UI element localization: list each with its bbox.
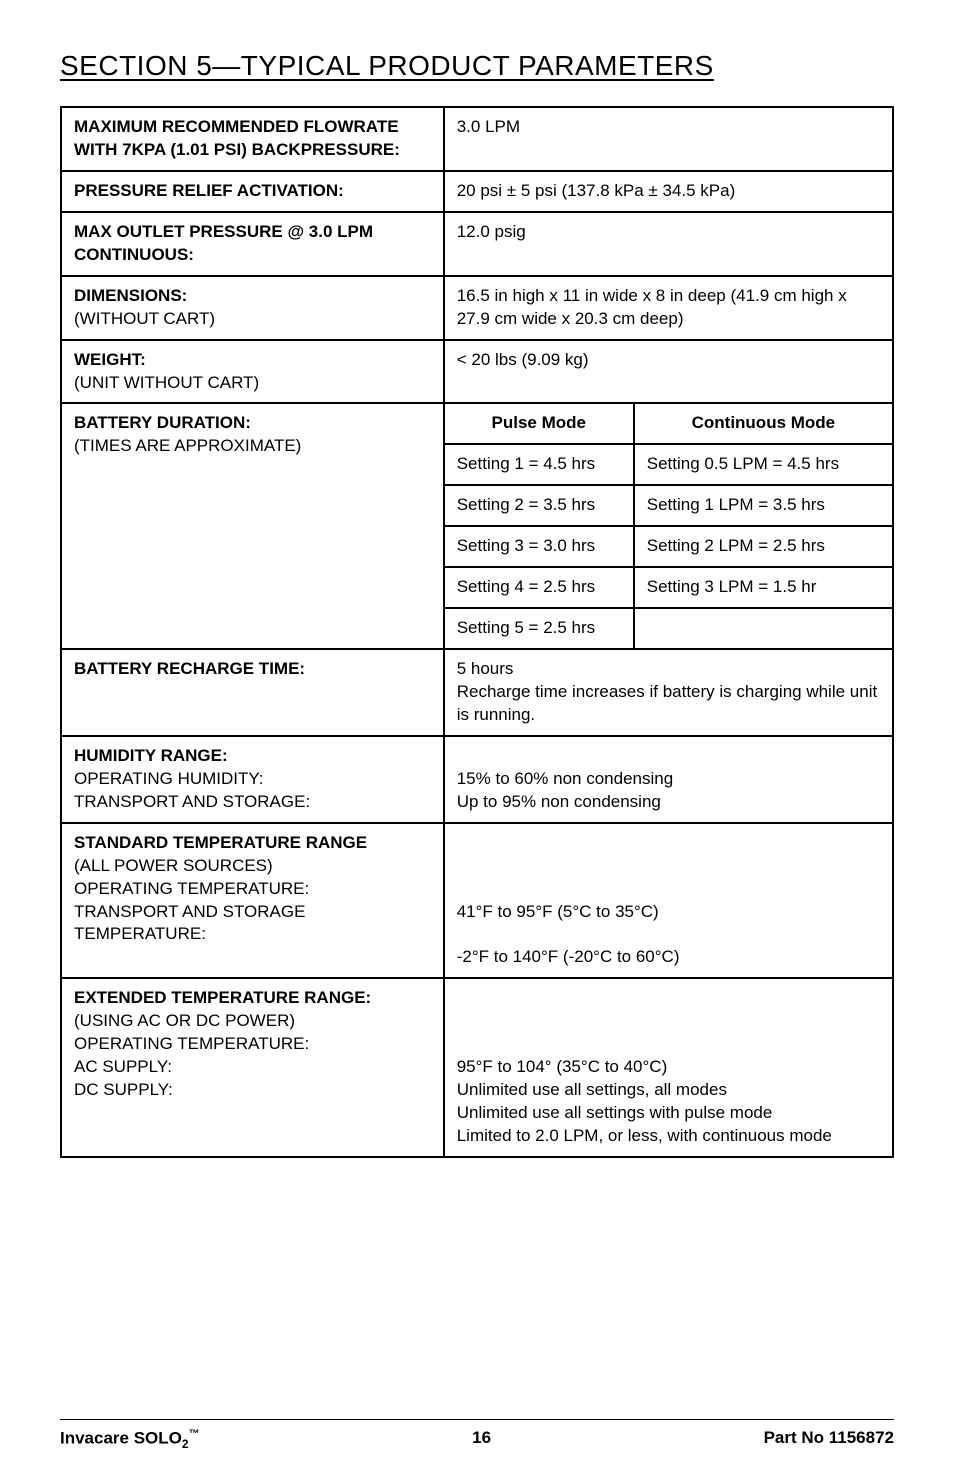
ext-temp-val1: 95°F to 104° (35°C to 40°C) [457,1057,668,1076]
footer-brand-tm: ™ [189,1428,200,1440]
std-temp-val2: -2°F to 140°F (-20°C to 60°C) [457,947,680,966]
ext-temp-using: (USING AC OR DC POWER) [74,1011,295,1030]
ext-temp-op: OPERATING TEMPERATURE: [74,1034,309,1053]
pulse-mode-header: Pulse Mode [444,403,634,444]
ext-temp-val2: Unlimited use all settings, all modes [457,1080,727,1099]
dimensions-label-text: DIMENSIONS: [74,286,187,305]
row-ext-temp-label: EXTENDED TEMPERATURE RANGE: (USING AC OR… [61,978,444,1157]
humidity-op: OPERATING HUMIDITY: [74,769,264,788]
row-dimensions-label: DIMENSIONS: (WITHOUT CART) [61,276,444,340]
pulse-1: Setting 1 = 4.5 hrs [444,444,634,485]
cont-1: Setting 0.5 LPM = 4.5 hrs [634,444,893,485]
row-battery-duration-label: BATTERY DURATION: (TIMES ARE APPROXIMATE… [61,403,444,649]
row-pressure-relief-label: PRESSURE RELIEF ACTIVATION: [61,171,444,212]
row-std-temp-value: 41°F to 95°F (5°C to 35°C) -2°F to 140°F… [444,823,893,979]
std-temp-tr: TRANSPORT AND STORAGE TEMPERATURE: [74,902,305,944]
row-std-temp-label: STANDARD TEMPERATURE RANGE (ALL POWER SO… [61,823,444,979]
ext-temp-val3: Unlimited use all settings with pulse mo… [457,1103,773,1122]
section-title: SECTION 5—TYPICAL PRODUCT PARAMETERS [60,50,894,82]
cont-4: Setting 3 LPM = 1.5 hr [634,567,893,608]
page-footer: Invacare SOLO2™ 16 Part No 1156872 [60,1419,894,1451]
humidity-tr: TRANSPORT AND STORAGE: [74,792,310,811]
row-pressure-relief-value: 20 psi ± 5 psi (137.8 kPa ± 34.5 kPa) [444,171,893,212]
weight-label-text: WEIGHT: [74,350,146,369]
cont-5-empty [634,608,893,649]
row-ext-temp-value: 95°F to 104° (35°C to 40°C) Unlimited us… [444,978,893,1157]
ext-temp-ac: AC SUPPLY: [74,1057,172,1076]
row-max-flowrate-value: 3.0 LPM [444,107,893,171]
ext-temp-dc: DC SUPPLY: [74,1080,173,1099]
row-max-flowrate-label: MAXIMUM RECOMMENDED FLOWRATE WITH 7KPA (… [61,107,444,171]
continuous-mode-header: Continuous Mode [634,403,893,444]
ext-temp-val4: Limited to 2.0 LPM, or less, with contin… [457,1126,832,1145]
std-temp-label-text: STANDARD TEMPERATURE RANGE [74,833,367,852]
pulse-4: Setting 4 = 2.5 hrs [444,567,634,608]
cont-3: Setting 2 LPM = 2.5 hrs [634,526,893,567]
row-recharge-value: 5 hours Recharge time increases if batte… [444,649,893,736]
footer-page-number: 16 [472,1428,491,1451]
footer-brand: Invacare SOLO2™ [60,1428,200,1451]
footer-brand-pre: Invacare SOLO [60,1429,182,1448]
footer-brand-sub: 2 [182,1437,189,1451]
row-recharge-label: BATTERY RECHARGE TIME: [61,649,444,736]
row-max-outlet-label: MAX OUTLET PRESSURE @ 3.0 LPM CONTINUOUS… [61,212,444,276]
parameters-table: MAXIMUM RECOMMENDED FLOWRATE WITH 7KPA (… [60,106,894,1158]
footer-part-number: Part No 1156872 [764,1428,894,1451]
humidity-val2: Up to 95% non condensing [457,792,661,811]
humidity-label-text: HUMIDITY RANGE: [74,746,228,765]
std-temp-val1: 41°F to 95°F (5°C to 35°C) [457,902,659,921]
battery-duration-sub: (TIMES ARE APPROXIMATE) [74,436,301,455]
row-humidity-label: HUMIDITY RANGE: OPERATING HUMIDITY: TRAN… [61,736,444,823]
cont-2: Setting 1 LPM = 3.5 hrs [634,485,893,526]
ext-temp-label-text: EXTENDED TEMPERATURE RANGE: [74,988,371,1007]
battery-duration-label-text: BATTERY DURATION: [74,413,251,432]
pulse-2: Setting 2 = 3.5 hrs [444,485,634,526]
row-weight-label: WEIGHT: (UNIT WITHOUT CART) [61,340,444,404]
humidity-val1: 15% to 60% non condensing [457,769,673,788]
row-dimensions-value: 16.5 in high x 11 in wide x 8 in deep (4… [444,276,893,340]
std-temp-op: OPERATING TEMPERATURE: [74,879,309,898]
pulse-3: Setting 3 = 3.0 hrs [444,526,634,567]
weight-sub: (UNIT WITHOUT CART) [74,373,259,392]
row-max-outlet-value: 12.0 psig [444,212,893,276]
row-weight-value: < 20 lbs (9.09 kg) [444,340,893,404]
row-humidity-value: 15% to 60% non condensing Up to 95% non … [444,736,893,823]
std-temp-src: (ALL POWER SOURCES) [74,856,273,875]
pulse-5: Setting 5 = 2.5 hrs [444,608,634,649]
dimensions-sub: (WITHOUT CART) [74,309,215,328]
